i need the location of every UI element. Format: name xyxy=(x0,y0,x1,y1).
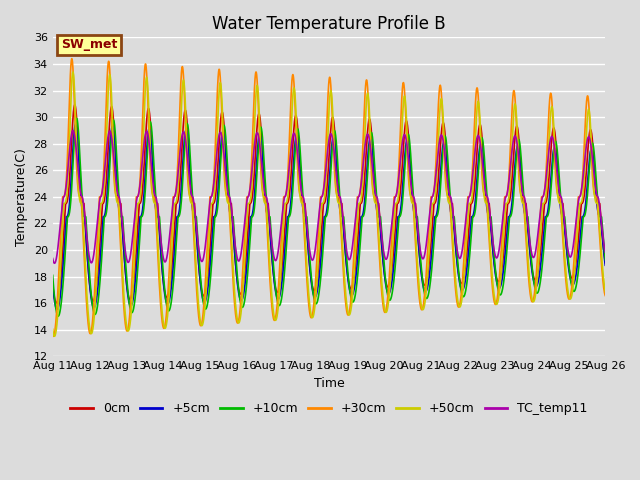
+10cm xyxy=(504,243,511,249)
+50cm xyxy=(461,259,469,265)
TC_temp11 xyxy=(380,252,388,258)
TC_temp11 xyxy=(149,182,157,188)
+50cm xyxy=(149,197,157,203)
Line: TC_temp11: TC_temp11 xyxy=(52,131,605,263)
+5cm xyxy=(49,282,56,288)
Y-axis label: Temperature(C): Temperature(C) xyxy=(15,148,28,246)
+50cm xyxy=(408,200,416,206)
0cm xyxy=(461,266,469,272)
+10cm xyxy=(260,158,268,164)
0cm xyxy=(504,206,511,212)
+5cm xyxy=(408,195,416,201)
Title: Water Temperature Profile B: Water Temperature Profile B xyxy=(212,15,446,33)
+50cm xyxy=(260,198,268,204)
TC_temp11 xyxy=(408,190,416,196)
+5cm xyxy=(72,122,79,128)
+10cm xyxy=(54,313,62,319)
+5cm xyxy=(504,228,511,234)
TC_temp11 xyxy=(602,250,609,255)
TC_temp11 xyxy=(260,184,268,190)
+50cm xyxy=(504,200,511,206)
TC_temp11 xyxy=(69,128,77,133)
+50cm xyxy=(51,334,58,339)
0cm xyxy=(408,188,416,194)
X-axis label: Time: Time xyxy=(314,377,344,390)
TC_temp11 xyxy=(51,260,58,266)
TC_temp11 xyxy=(461,222,469,228)
Line: +10cm: +10cm xyxy=(52,118,605,316)
+5cm xyxy=(260,180,268,186)
TC_temp11 xyxy=(49,255,56,261)
Text: SW_met: SW_met xyxy=(61,38,117,51)
+10cm xyxy=(49,273,56,278)
+5cm xyxy=(380,271,388,276)
+10cm xyxy=(380,264,388,270)
0cm xyxy=(149,170,157,176)
+30cm xyxy=(49,332,56,338)
0cm xyxy=(49,281,56,287)
+30cm xyxy=(50,334,58,339)
+30cm xyxy=(380,309,388,314)
+50cm xyxy=(380,304,388,310)
0cm xyxy=(380,269,388,275)
+5cm xyxy=(53,307,61,312)
+30cm xyxy=(602,293,609,299)
Line: +30cm: +30cm xyxy=(52,59,605,336)
0cm xyxy=(71,102,79,108)
0cm xyxy=(52,300,60,306)
+10cm xyxy=(461,290,469,296)
+10cm xyxy=(73,115,81,121)
Line: +50cm: +50cm xyxy=(52,72,605,336)
0cm xyxy=(260,176,268,181)
+50cm xyxy=(602,288,609,294)
+30cm xyxy=(408,194,416,200)
+50cm xyxy=(69,69,77,75)
+30cm xyxy=(461,234,469,240)
+5cm xyxy=(149,174,157,180)
Line: +5cm: +5cm xyxy=(52,125,605,310)
+30cm xyxy=(260,194,268,200)
0cm xyxy=(602,260,609,265)
+50cm xyxy=(49,326,56,332)
Legend: 0cm, +5cm, +10cm, +30cm, +50cm, TC_temp11: 0cm, +5cm, +10cm, +30cm, +50cm, TC_temp1… xyxy=(65,397,593,420)
Line: 0cm: 0cm xyxy=(52,105,605,303)
+5cm xyxy=(461,278,469,284)
+30cm xyxy=(149,193,157,199)
TC_temp11 xyxy=(504,191,511,196)
+10cm xyxy=(408,177,416,182)
+30cm xyxy=(504,191,511,196)
+5cm xyxy=(602,263,609,268)
+10cm xyxy=(602,257,609,263)
+10cm xyxy=(149,150,157,156)
+30cm xyxy=(68,56,76,61)
